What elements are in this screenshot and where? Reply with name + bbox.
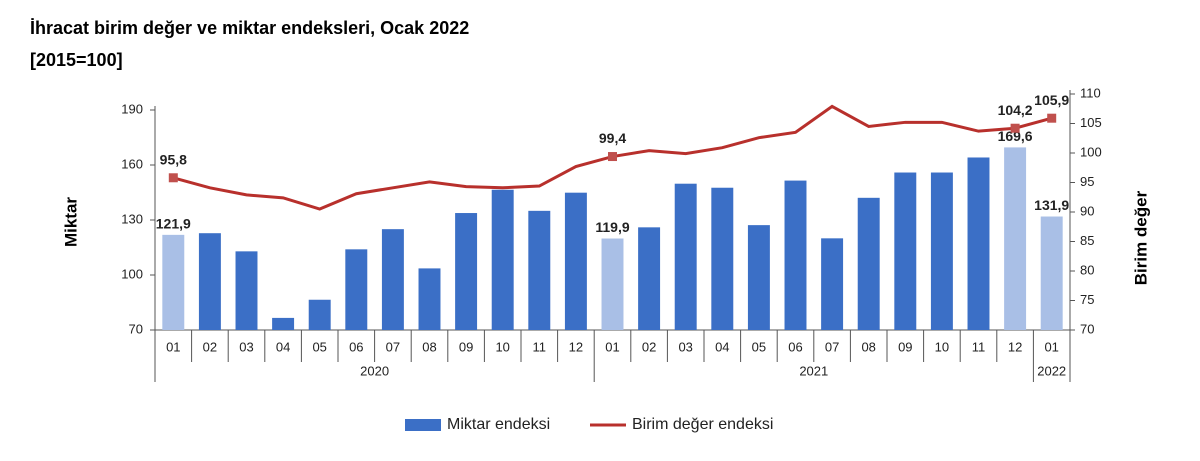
line-value-label: 95,8 — [160, 151, 187, 167]
bar — [784, 180, 807, 330]
legend-label: Birim değer endeksi — [632, 416, 773, 433]
x-tick-label: 08 — [422, 339, 436, 354]
bar — [564, 192, 587, 330]
x-tick-label: 05 — [752, 339, 766, 354]
y-tick-label: 160 — [121, 156, 143, 171]
y-tick-label: 190 — [121, 101, 143, 116]
x-tick-label: 12 — [1008, 339, 1022, 354]
x-tick-label: 03 — [678, 339, 692, 354]
x-tick-label: 06 — [788, 339, 802, 354]
x-group-label: 2021 — [799, 363, 828, 378]
bar — [821, 238, 844, 330]
bar — [601, 238, 624, 330]
bar — [528, 210, 551, 330]
bar-value-label: 131,9 — [1034, 197, 1069, 213]
x-tick-label: 04 — [715, 339, 729, 354]
x-tick-label: 03 — [239, 339, 253, 354]
y2-axis-title: Birim değer — [1131, 190, 1150, 285]
y2-tick-label: 90 — [1080, 203, 1094, 218]
bar — [308, 299, 331, 330]
x-tick-label: 02 — [203, 339, 217, 354]
x-tick-label: 07 — [386, 339, 400, 354]
y2-tick-label: 110 — [1080, 85, 1101, 100]
bar — [674, 183, 697, 330]
bar-value-label: 119,9 — [595, 219, 629, 235]
bar — [967, 157, 990, 330]
bar — [418, 268, 441, 330]
bar — [272, 317, 295, 330]
y2-tick-label: 75 — [1080, 292, 1094, 307]
bar — [381, 229, 404, 330]
bar — [345, 249, 368, 330]
bar — [857, 197, 880, 330]
bar — [638, 227, 661, 330]
x-tick-label: 08 — [861, 339, 875, 354]
bar-value-label: 169,6 — [998, 128, 1033, 144]
bar — [711, 187, 734, 330]
x-tick-label: 10 — [935, 339, 949, 354]
y2-tick-label: 70 — [1080, 321, 1094, 336]
x-tick-label: 11 — [972, 339, 986, 354]
x-tick-label: 01 — [605, 339, 619, 354]
y-tick-label: 130 — [121, 211, 143, 226]
line-marker — [168, 173, 178, 183]
line-value-label: 99,4 — [599, 130, 626, 146]
legend-label: Miktar endeksi — [447, 416, 550, 433]
bar — [162, 234, 185, 330]
bar — [455, 213, 478, 330]
chart-subtitle: [2015=100] — [30, 50, 123, 70]
y2-tick-label: 95 — [1080, 174, 1094, 189]
line-value-label: 105,9 — [1034, 92, 1069, 108]
line-marker — [1047, 113, 1057, 123]
x-tick-label: 09 — [459, 339, 473, 354]
line-value-label: 104,2 — [998, 102, 1033, 118]
bar — [1004, 147, 1027, 330]
x-tick-label: 02 — [642, 339, 656, 354]
y2-tick-label: 85 — [1080, 233, 1094, 248]
x-tick-label: 11 — [533, 339, 547, 354]
y-tick-label: 100 — [121, 266, 143, 281]
x-tick-label: 01 — [1044, 339, 1058, 354]
y-tick-label: 70 — [129, 321, 143, 336]
x-tick-label: 09 — [898, 339, 912, 354]
y2-tick-label: 105 — [1080, 115, 1102, 130]
bar — [1040, 216, 1063, 330]
line-marker — [1010, 123, 1020, 133]
y2-tick-label: 80 — [1080, 262, 1094, 277]
x-tick-label: 06 — [349, 339, 363, 354]
bar — [235, 251, 258, 330]
x-group-label: 2020 — [360, 363, 389, 378]
bar-value-label: 121,9 — [156, 216, 191, 232]
bar — [491, 189, 514, 330]
bar — [894, 172, 917, 330]
x-tick-label: 07 — [825, 339, 839, 354]
x-tick-label: 01 — [166, 339, 180, 354]
bar — [198, 233, 221, 330]
y2-tick-label: 100 — [1080, 144, 1102, 159]
x-tick-label: 10 — [495, 339, 509, 354]
line-marker — [608, 152, 617, 162]
chart-title: İhracat birim değer ve miktar endeksleri… — [30, 18, 469, 38]
y-axis-title: Miktar — [61, 197, 80, 247]
x-group-label: 2022 — [1037, 363, 1066, 378]
x-tick-label: 12 — [569, 339, 583, 354]
x-tick-label: 04 — [276, 339, 290, 354]
bar — [747, 225, 770, 330]
bar — [930, 172, 953, 330]
x-tick-label: 05 — [312, 339, 326, 354]
legend-swatch — [405, 419, 441, 431]
